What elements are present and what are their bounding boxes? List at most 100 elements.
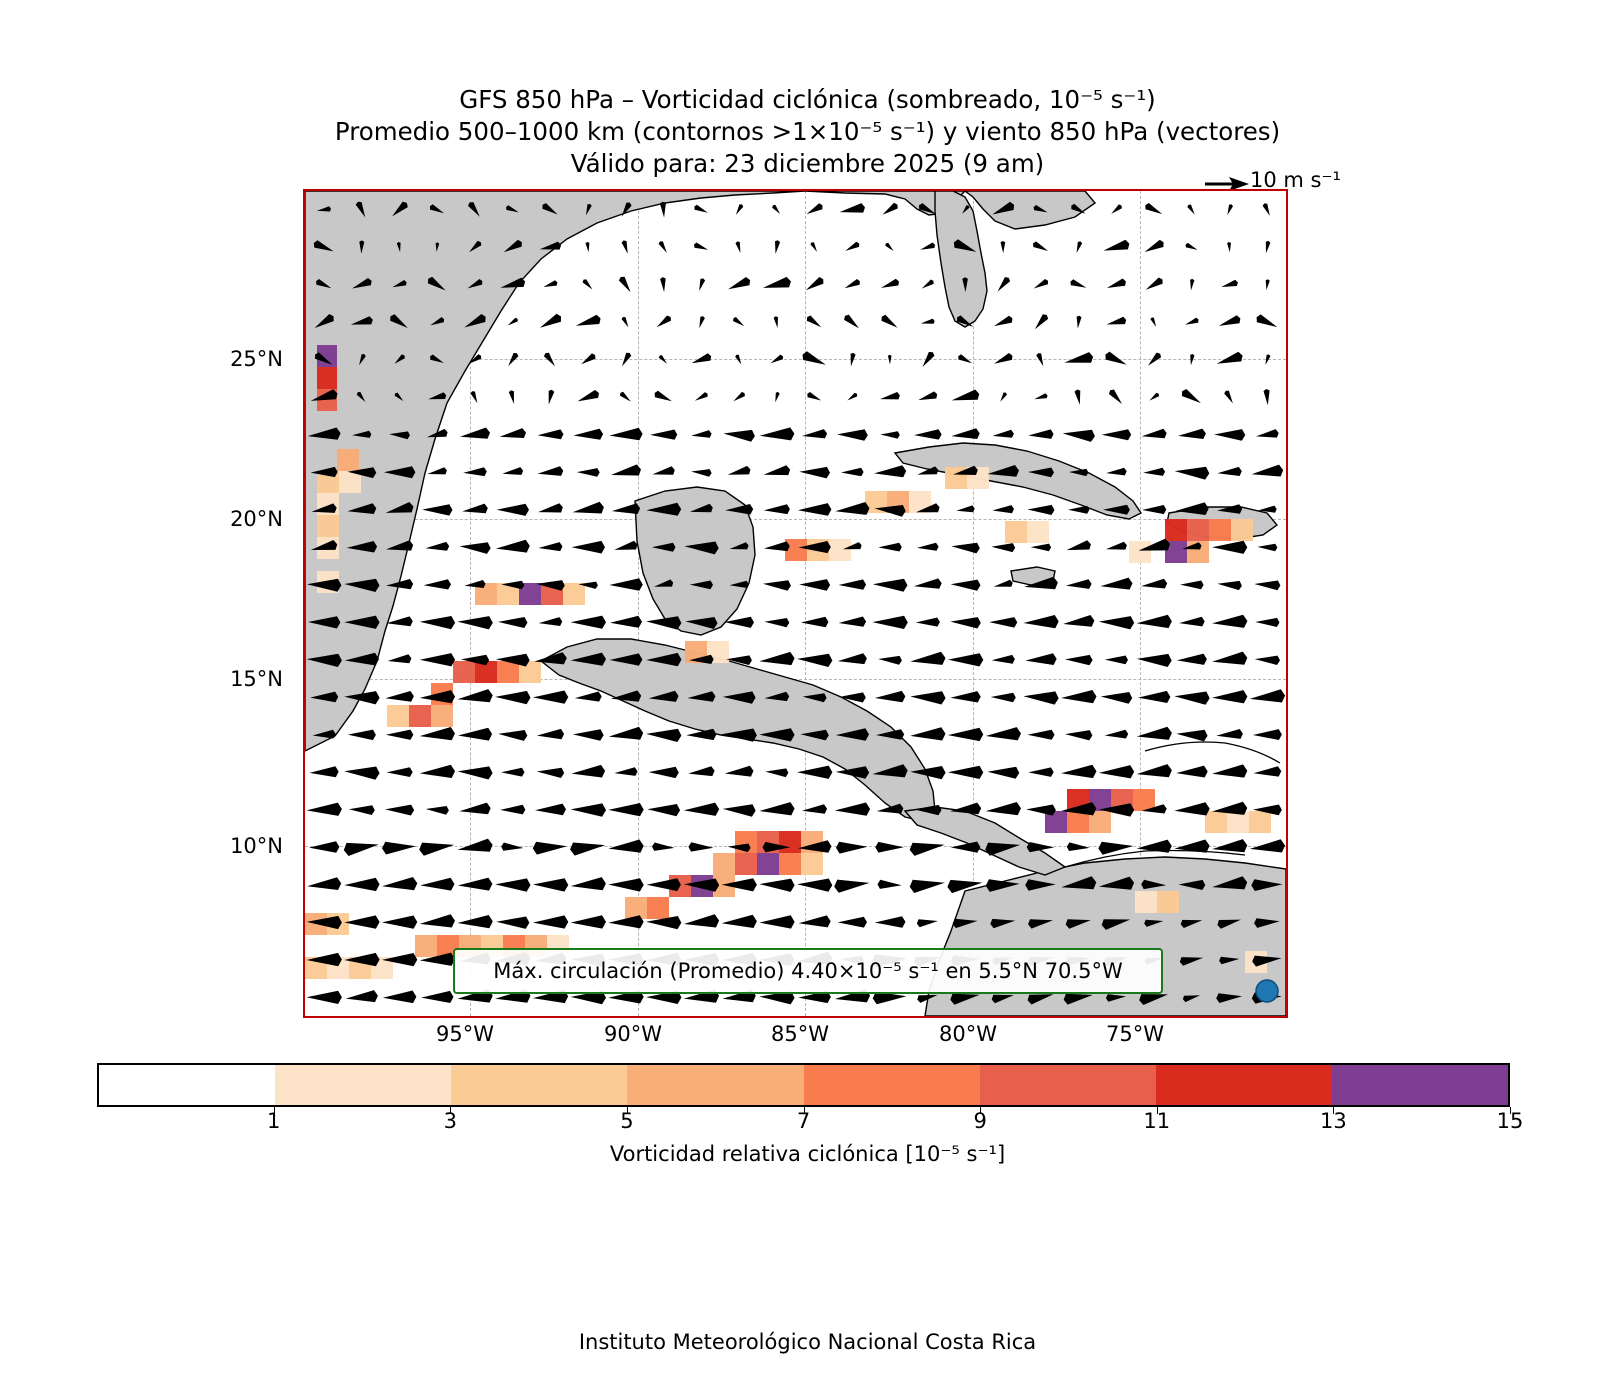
wind-vector [1179, 957, 1204, 966]
wind-vector [570, 615, 606, 629]
wind-vector [650, 429, 678, 440]
wind-vector [1141, 879, 1167, 890]
wind-vector [462, 503, 488, 514]
wind-vector [837, 916, 867, 928]
wind-vector [458, 727, 493, 741]
wind-vector [989, 617, 1018, 628]
wind-vector [1217, 580, 1242, 591]
wind-vector [985, 879, 1020, 892]
wind-vector [1033, 241, 1049, 251]
wind-vector [799, 579, 831, 591]
wind-vector [345, 990, 378, 1003]
wind-vector [1106, 316, 1127, 325]
quiver-key-label: 10 m s⁻¹ [1250, 168, 1341, 192]
wind-vector [1143, 467, 1166, 476]
wind-vector [874, 690, 906, 703]
wind-vector [344, 691, 380, 705]
wind-vector [874, 465, 907, 478]
wind-vector [1178, 879, 1206, 890]
wind-vector [1076, 315, 1082, 329]
wind-vector [543, 280, 558, 287]
wind-vector [1256, 429, 1279, 438]
wind-vector [775, 240, 781, 254]
wind-vector [1216, 729, 1243, 739]
wind-vector [1106, 278, 1126, 288]
wind-vector [611, 503, 641, 514]
wind-vector [992, 429, 1014, 438]
wind-vector [532, 878, 569, 892]
wind-vector [419, 914, 455, 928]
wind-vector [1221, 279, 1238, 287]
wind-vector [916, 919, 938, 928]
wind-vector [1212, 839, 1248, 853]
wind-vector [539, 313, 561, 328]
wind-vector [1024, 576, 1058, 590]
wind-vector [1255, 617, 1280, 627]
wind-vector [735, 204, 744, 215]
wind-vector [874, 916, 906, 928]
wind-vector [396, 242, 401, 253]
wind-vector [1100, 692, 1133, 704]
wind-vector [872, 764, 908, 778]
wind-vector [802, 429, 828, 439]
wind-vector [1027, 729, 1055, 740]
wind-vector [1071, 203, 1086, 214]
map-axes[interactable] [303, 189, 1288, 1018]
wind-vector [1061, 690, 1097, 704]
wind-vector [1098, 841, 1134, 855]
wind-vector [1106, 467, 1127, 476]
wind-vector [316, 206, 331, 212]
wind-vector [1252, 955, 1282, 967]
wind-vector [1212, 540, 1248, 554]
wind-vector [347, 729, 376, 741]
wind-vector [1174, 802, 1210, 816]
wind-vector [1064, 654, 1093, 666]
wind-vector [1217, 919, 1241, 929]
wind-vector [495, 690, 531, 705]
wind-vector [503, 239, 522, 253]
wind-vector [310, 466, 338, 478]
wind-vector [495, 878, 531, 892]
wind-vector [1227, 204, 1233, 215]
wind-vector [1030, 543, 1052, 552]
wind-vector [1148, 352, 1162, 366]
wind-vector [652, 466, 675, 475]
wind-vector [838, 616, 867, 627]
wind-vector [1212, 801, 1248, 815]
wind-vector [1066, 540, 1091, 551]
max-circulation-marker [1255, 979, 1279, 1003]
wind-vector [538, 617, 563, 626]
colorbar-tick-13: 13 [1320, 1109, 1347, 1133]
wind-vector [1174, 839, 1210, 853]
wind-vector [1257, 505, 1277, 513]
wind-vector [1212, 614, 1248, 628]
wind-vector [798, 915, 831, 928]
land-yucatan [634, 486, 756, 636]
wind-vector [1103, 239, 1130, 251]
wind-vector [457, 915, 493, 929]
xtick-label-80W: 80°W [939, 1022, 997, 1046]
wind-vector [947, 727, 984, 742]
wind-vector [1252, 804, 1282, 816]
wind-vector [1176, 765, 1208, 778]
wind-vector [654, 390, 672, 402]
wind-vector [1212, 764, 1248, 778]
wind-vector [1026, 842, 1055, 853]
wind-vector [947, 879, 983, 894]
wind-vector [658, 355, 667, 364]
wind-vector [1065, 919, 1091, 929]
wind-vector [425, 541, 450, 551]
wind-vector [1033, 279, 1048, 289]
wind-vector [880, 392, 900, 400]
wind-vector [962, 277, 968, 293]
wind-vector [723, 429, 755, 442]
wind-vector [909, 842, 945, 856]
wind-vector [423, 579, 451, 590]
wind-vector [699, 278, 706, 291]
wind-vector [537, 466, 564, 476]
wind-vector [542, 203, 558, 215]
wind-vector [385, 729, 414, 740]
wind-vector [359, 354, 366, 366]
wind-vector [994, 315, 1013, 327]
wind-vector [614, 540, 638, 550]
